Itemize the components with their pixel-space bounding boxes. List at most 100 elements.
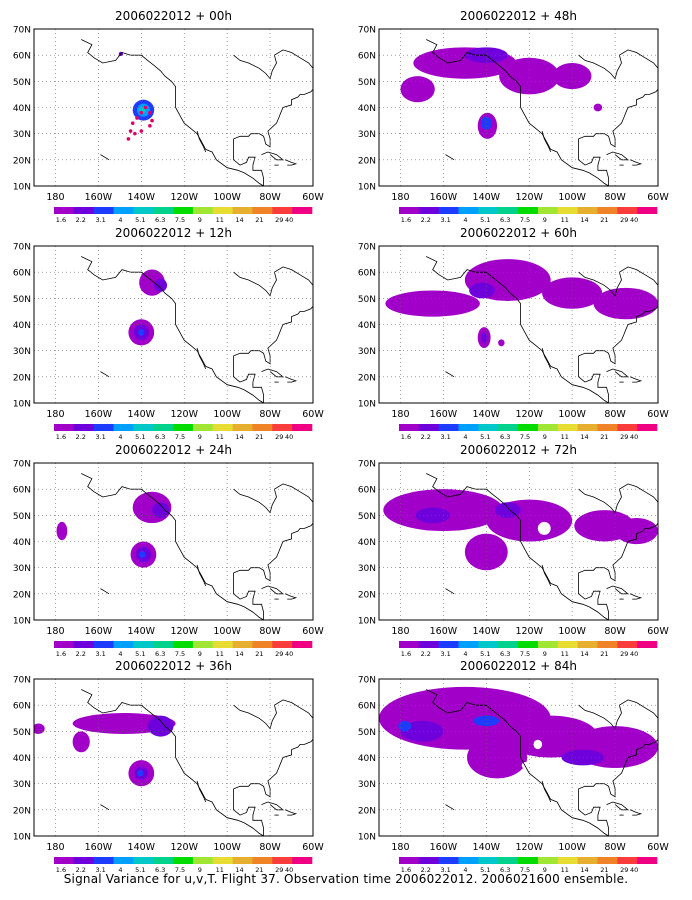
colorbar-label: 7.5 [520,433,530,441]
colorbar-label: 21 [600,216,608,224]
lon-tick-label: 120W [170,626,198,637]
colorbar-swatch [252,207,273,214]
coastline [578,522,658,620]
lat-tick-label: 60N [13,269,31,279]
colorbar-swatch [73,424,94,431]
colorbar-label: 11 [561,216,569,224]
colorbar-label: 3.1 [440,216,450,224]
lat-tick-label: 40N [13,321,31,331]
colorbar-swatch [498,424,519,431]
colorbar-swatch [292,424,313,431]
lat-tick-label: 30N [13,130,31,140]
colorbar-label: 3.1 [95,433,105,441]
lat-tick-label: 60N [13,52,31,62]
colorbar-swatch [272,207,293,214]
colorbar-swatch [498,207,519,214]
lon-tick-label: 160W [430,842,458,853]
colorbar-swatch [557,207,578,214]
coastline [426,39,609,186]
colorbar-swatch [537,207,559,214]
lon-tick-label: 180 [46,626,64,637]
colorbar-label: 9 [198,216,202,224]
lon-tick-label: 80W [259,842,281,853]
flight-track-point [128,129,133,133]
colorbar-label: 9 [198,650,202,658]
colorbar-label: 7.5 [175,433,185,441]
colorbar-swatch [212,857,233,864]
lat-tick-label: 50N [13,512,31,522]
colorbar-label: 2.2 [421,866,431,874]
coastline [578,738,658,836]
colorbar-swatch [399,857,420,864]
colorbar-label: 1.6 [401,866,411,874]
lon-tick-label: 60W [647,842,669,853]
coastline [100,804,110,811]
coastline [629,809,643,816]
lon-tick-label: 140W [128,626,156,637]
lat-tick-label: 70N [358,26,376,36]
figure-caption: Signal Variance for u,v,T. Flight 37. Ob… [63,872,629,886]
lat-tick-label: 20N [358,373,376,383]
colorbar-swatch [577,857,598,864]
coastline [81,473,264,620]
lon-tick-label: 140W [128,842,156,853]
panel-title: 2006022012 + 72h [460,443,577,457]
colorbar-swatch [458,857,479,864]
coastline [606,585,630,595]
colorbar-label: 14 [235,650,243,658]
coastline [606,368,630,378]
colorbar-label: 1.6 [401,433,411,441]
lat-tick-label: 20N [13,156,31,166]
colorbar-swatch [292,857,313,864]
lat-tick-label: 70N [358,243,376,253]
colorbar-swatch [518,857,539,864]
colorbar-swatch [418,424,439,431]
colorbar-swatch [292,641,313,648]
lon-tick-label: 60W [302,842,324,853]
colorbar-swatch [113,207,134,214]
colorbar-label: 29 [275,650,283,658]
map-panel: 2006022012 + 00h 70N 60N 50N 40N 30N 20N 10N 180… [13,9,325,224]
lon-tick-label: 120W [515,192,543,203]
coastline [445,154,455,161]
lon-tick-label: 100W [558,192,586,203]
colorbar-label: 40 [285,866,293,874]
variance-contour [398,720,412,732]
lon-tick-label: 180 [391,842,409,853]
coastline [100,154,110,161]
variance-contour [466,736,528,779]
coastline [541,780,552,803]
lon-tick-label: 140W [473,409,501,420]
colorbar-swatch [498,857,519,864]
colorbar-label: 40 [630,866,638,874]
colorbar-label: 6.3 [500,433,510,441]
colorbar-swatch [133,207,154,214]
lon-tick-label: 160W [85,192,113,203]
coastline [81,39,264,186]
map-area [34,463,313,620]
colorbar-label: 6.3 [155,866,165,874]
colorbar-label: 14 [235,866,243,874]
lon-tick-label: 80W [259,409,281,420]
colorbar-label: 5.1 [135,866,145,874]
lat-tick-label: 50N [358,78,376,88]
map-frame [378,28,659,187]
colorbar-swatch [272,424,293,431]
lon-tick-label: 60W [302,626,324,637]
flight-track-point [143,105,148,110]
colorbar-swatch [73,857,94,864]
colorbar-label: 29 [620,650,628,658]
lat-tick-label: 40N [13,754,31,764]
colorbar-swatch [597,857,618,864]
lon-tick-label: 140W [473,626,501,637]
lat-tick-label: 30N [358,564,376,574]
lat-tick-label: 10N [358,183,376,193]
colorbar-label: 1.6 [56,650,66,658]
colorbar-label: 7.5 [175,650,185,658]
lat-tick-label: 50N [13,728,31,738]
map-area [379,246,658,403]
colorbar-swatch [597,424,618,431]
colorbar-swatch [192,641,214,648]
coastline [426,473,609,620]
colorbar-swatch [192,207,214,214]
